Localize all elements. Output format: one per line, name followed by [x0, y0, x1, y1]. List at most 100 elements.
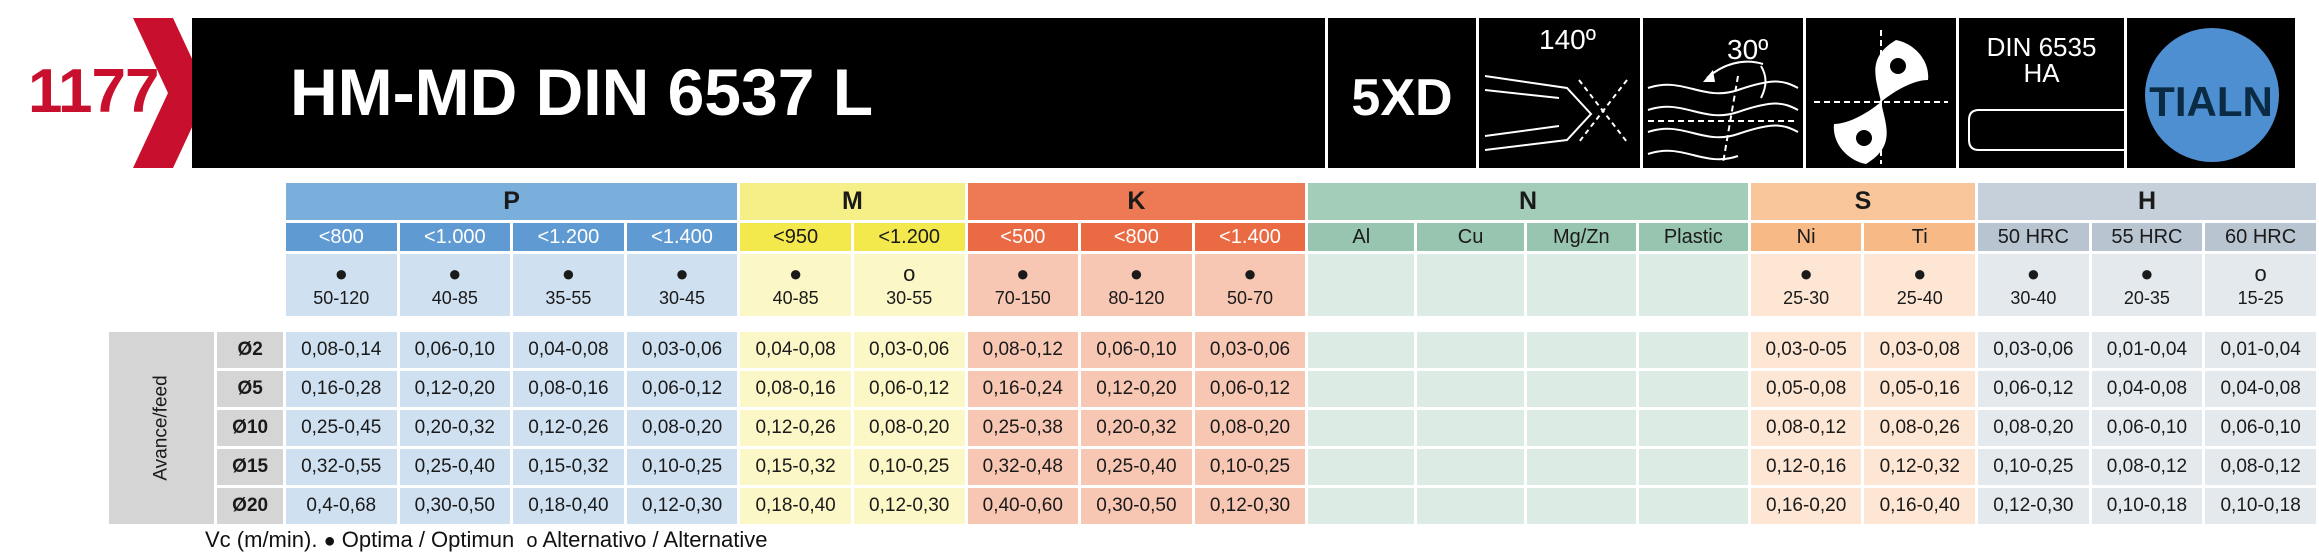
material-subheader: <1.200 [853, 223, 965, 251]
feed-value-cell: 0,08-0,20 [853, 410, 965, 446]
cutting-speed-cell: ● 25-40 [1864, 254, 1976, 316]
feed-value-cell: 0,30-0,50 [399, 488, 511, 524]
cutting-speed-cell: ● 30-40 [1978, 254, 2089, 316]
feed-value-cell: 0,06-0,12 [1194, 371, 1306, 407]
diameter-cell: Ø10 [217, 410, 283, 446]
drill-depth-icon: 5XD [1325, 18, 1476, 168]
feed-value-cell: 0,06-0,12 [626, 371, 738, 407]
feed-value-cell: 0,16-0,20 [1750, 488, 1862, 524]
feed-value-cell: 0,10-0,25 [1194, 449, 1306, 485]
feed-value-cell [1638, 410, 1748, 446]
optimum-dot-icon: ● [448, 260, 462, 286]
cutting-speed-value: 30-55 [886, 287, 933, 308]
cutting-speed-value: 50-120 [313, 287, 370, 308]
feed-value-cell: 0,01-0,04 [2205, 332, 2316, 368]
helix-angle-icon: 30º [1640, 18, 1803, 168]
feed-value-cell: 0,06-0,12 [1978, 371, 2089, 407]
optimum-dot-icon: ● [675, 260, 689, 286]
feed-value-cell: 0,08-0,12 [967, 332, 1079, 368]
feed-value-cell: 0,08-0,12 [2205, 449, 2316, 485]
optimum-dot-icon: ● [1129, 260, 1144, 286]
feed-value-cell: 0,08-0,20 [626, 410, 738, 446]
cutting-speed-value: 40-85 [431, 287, 478, 308]
diameter-value: 20 [246, 495, 269, 516]
material-subheader: Cu [1417, 223, 1524, 251]
material-subheader: <1.400 [626, 223, 738, 251]
diameter-icon: Ø [232, 495, 247, 516]
diameter-cell: Ø5 [217, 371, 283, 407]
cutting-speed-cell: ● 40-85 [740, 254, 851, 316]
diameter-icon: Ø [232, 417, 247, 438]
feed-value-cell: 0,06-0,10 [2205, 410, 2316, 446]
feed-label: Avance/feed [150, 375, 172, 481]
diameter-cell: Ø2 [217, 332, 283, 368]
material-subheader: Ni [1750, 223, 1862, 251]
feed-value-cell: 0,18-0,40 [513, 488, 624, 524]
cutting-speed-cell: ● 20-35 [2091, 254, 2203, 316]
feed-value-cell: 0,18-0,40 [740, 488, 851, 524]
feed-value-cell: 0,15-0,32 [740, 449, 851, 485]
alternative-circle-icon: o [903, 260, 916, 286]
feed-value-cell [1417, 332, 1524, 368]
cutting-speed-cell: o 30-55 [853, 254, 965, 316]
helix-angle-label: 30º [1727, 34, 1769, 65]
material-subheader-row: <800 <1.000 <1.200 <1.400 <950 <1.200 <500 <800… [109, 223, 2316, 251]
feed-value-cell: 0,12-0,26 [740, 410, 851, 446]
feed-value-cell: 0,08-0,14 [285, 332, 397, 368]
cutting-speed-cell [1638, 254, 1748, 316]
feed-value-cell: 0,12-0,32 [1864, 449, 1976, 485]
feed-value-cell [1638, 332, 1748, 368]
feed-value-cell: 0,06-0,12 [853, 371, 965, 407]
coating-label: TIALN [2149, 78, 2273, 125]
cutting-speed-cell: ● 25-30 [1750, 254, 1862, 316]
empty-mark [1527, 272, 1636, 298]
cutting-speed-value: 15-25 [2237, 287, 2284, 308]
empty-mark [1639, 272, 1748, 298]
diameter-value: 2 [252, 339, 263, 360]
feed-value-cell: 0,06-0,10 [2091, 410, 2203, 446]
feed-value-cell [1308, 332, 1415, 368]
cutting-speed-value: 30-45 [658, 287, 706, 308]
feed-value-cell [1417, 371, 1524, 407]
feed-value-cell: 0,03-0,08 [1864, 332, 1976, 368]
feed-row: Ø20 0,4-0,68 0,30-0,50 0,18-0,40 0,12-0,30 0,… [109, 488, 2316, 524]
feed-value-cell: 0,03-0,06 [1978, 332, 2089, 368]
legend-optimum-label: Optima / Optimun [341, 527, 515, 552]
feed-value-cell: 0,40-0,60 [967, 488, 1079, 524]
cutting-speed-value: 50-70 [1226, 287, 1273, 308]
cutting-speed-value: 35-55 [545, 287, 592, 308]
cutting-speed-cell: ● 50-120 [285, 254, 397, 316]
blank-cell [109, 254, 283, 316]
diameter-icon: Ø [232, 456, 247, 477]
feed-value-cell: 0,08-0,12 [1750, 410, 1862, 446]
material-group-n: N [1308, 183, 1748, 220]
feed-value-cell [1526, 449, 1636, 485]
diameter-value: 15 [246, 456, 269, 477]
cutting-speed-value: 20-35 [2123, 287, 2170, 308]
feed-value-cell: 0,04-0,08 [2091, 371, 2203, 407]
feed-value-cell: 0,10-0,25 [626, 449, 738, 485]
material-subheader: <800 [1081, 223, 1192, 251]
optimum-dot-icon: ● [1799, 260, 1813, 286]
feed-value-cell: 0,25-0,45 [285, 410, 397, 446]
feed-row: Ø15 0,32-0,55 0,25-0,40 0,15-0,32 0,10-0,25 0… [109, 449, 2316, 485]
feed-value-cell: 0,20-0,32 [399, 410, 511, 446]
feed-value-cell: 0,10-0,25 [853, 449, 965, 485]
material-subheader: Mg/Zn [1526, 223, 1636, 251]
diameter-cell: Ø15 [217, 449, 283, 485]
cutting-speed-cell: ● 35-55 [513, 254, 624, 316]
material-subheader: Ti [1864, 223, 1976, 251]
feed-value-cell: 0,03-0-05 [1750, 332, 1862, 368]
feed-value-cell: 0,25-0,40 [399, 449, 511, 485]
feed-value-cell: 0,06-0,10 [1081, 332, 1192, 368]
blank-cell [109, 223, 283, 251]
feed-value-cell: 0,12-0,30 [626, 488, 738, 524]
cutting-speed-cell: ● 70-150 [967, 254, 1079, 316]
feed-value-cell: 0,08-0,12 [2091, 449, 2203, 485]
feed-row: Ø10 0,25-0,45 0,20-0,32 0,12-0,26 0,08-0,20 0… [109, 410, 2316, 446]
feed-value-cell: 0,08-0,16 [740, 371, 851, 407]
optimum-dot-icon: ● [334, 260, 348, 286]
diameter-icon: Ø [237, 378, 253, 399]
point-angle-label: 140º [1539, 24, 1596, 55]
